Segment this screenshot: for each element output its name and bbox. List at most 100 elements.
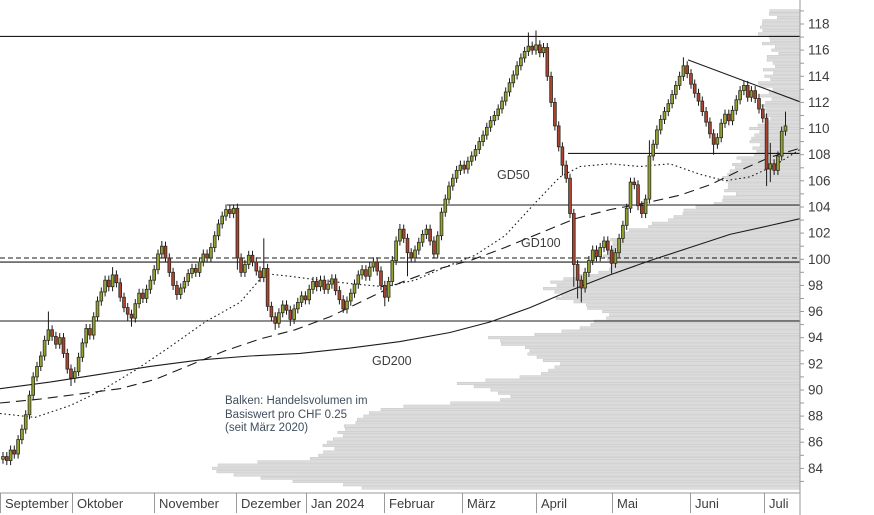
candle [322,275,327,294]
candle [572,208,576,287]
candle [541,43,546,58]
volume-profile-bar [490,388,801,392]
volume-profile-bar [749,127,801,131]
candle [46,311,51,345]
candle-body-up [31,376,35,396]
candle-body-up [137,292,141,305]
volume-profile-bar [579,326,801,330]
x-axis-label: Oktober [77,496,124,511]
candle [227,205,232,219]
candle [496,104,500,121]
y-axis-label: 98 [808,278,823,293]
volume-profile-bar [542,359,801,363]
candle [602,236,606,253]
candle-body-up [356,274,361,285]
x-axis-label: Mai [617,496,638,511]
volume-profile-bar [758,32,801,36]
volume-profile-bar [762,22,801,26]
candle-body-down [54,335,58,345]
volume-profile-bar [724,189,801,193]
volume-profile-bar [357,417,801,421]
volume-profile-bar [361,486,801,490]
volume-profile-bar [772,61,801,65]
candle-body-up [398,228,402,242]
candle [704,107,708,127]
candle-body-down [432,240,436,255]
candle-body-up [439,211,444,237]
volume-profile-bar [337,430,801,434]
y-axis-label: 88 [808,409,823,424]
candle-body-up [292,308,296,320]
candle [401,224,406,243]
candle [624,203,629,230]
y-axis-label: 112 [808,95,830,110]
volume-profile-bar [525,345,801,349]
candle [443,194,448,217]
candle-body-down [382,284,387,298]
candle [303,291,308,305]
candle-body-up [224,209,228,217]
volume-profile-bar [602,310,801,314]
candle-body-down [761,108,765,119]
candle [583,267,587,293]
candle [205,249,209,263]
volume-profile-bar [327,440,801,444]
volume-profile-bar [628,228,801,232]
volume-profile-bar [752,146,801,150]
volume-profile-bar [292,479,801,483]
volume-profile-bar [334,447,801,451]
candle [439,207,444,241]
candle [299,291,304,307]
volume-profile-bar [727,185,801,189]
candle-body-down [5,456,9,461]
candle-body-up [666,103,671,112]
candle-body-up [624,207,629,226]
candle [719,118,723,143]
candle [382,280,387,307]
volume-profile-bar [610,238,801,242]
candle-body-down [141,292,145,299]
candle [178,283,183,300]
candle-body-up [643,198,648,214]
candle-body-up [647,155,652,200]
candle [727,109,731,126]
candle-body-up [156,253,160,271]
candle-body-up [590,249,595,262]
candle-body-down [640,205,644,214]
candle [617,233,621,258]
candle [776,151,780,175]
volume-profile-bar [758,81,801,85]
candle [643,194,648,219]
candle-body-up [152,269,157,281]
candle-body-up [326,283,330,290]
volume-profile-bar [318,453,801,457]
candle-body-up [715,137,720,145]
y-axis-label: 102 [808,226,831,241]
candle-body-down [269,305,274,318]
candle-body-down [757,98,761,110]
candle-body-up [182,281,187,289]
volume-profile-bar [763,68,801,72]
candle-body-down [556,125,561,148]
volume-profile-bar [695,205,801,209]
candle-body-down [171,271,175,286]
volume-profile-bar [450,401,801,405]
volume-profile-bar [774,45,801,49]
candle-body-up [670,94,674,105]
volume-profile-bar [561,329,801,333]
candle-body-down [322,279,327,290]
candle-body-up [598,247,602,258]
candle [197,257,202,277]
candle-body-down [254,261,259,272]
candle-body-up [35,365,39,378]
candle [560,142,565,176]
candle-body-down [122,296,126,309]
candle [352,279,357,298]
candle-body-down [235,207,240,259]
candle-body-down [772,163,776,171]
volume-profile-bar [556,283,801,287]
candle-body-up [280,304,285,314]
candle-body-up [723,113,727,124]
candle [133,299,138,323]
candle [394,236,398,266]
